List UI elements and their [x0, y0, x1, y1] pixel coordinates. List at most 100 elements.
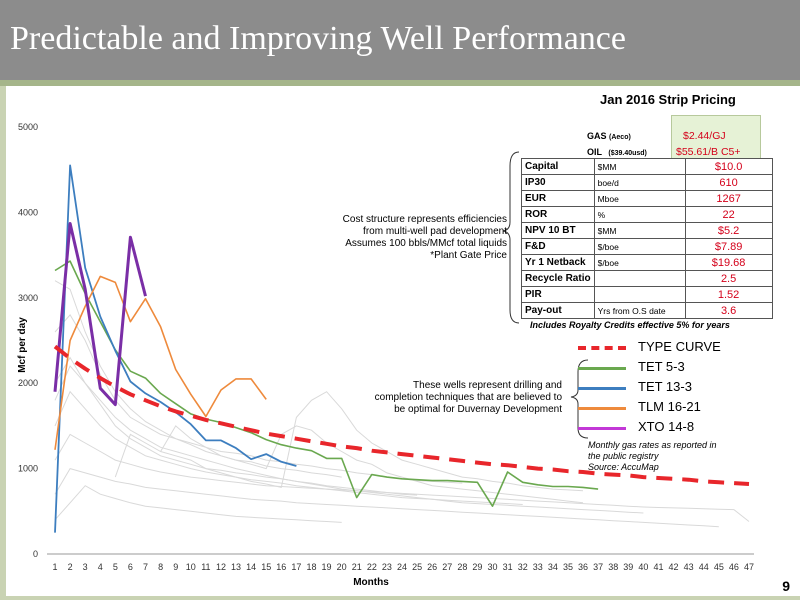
oil-price-label: OIL ($39.40usd) [587, 147, 647, 157]
tet-5-3-line [54, 260, 599, 507]
wells-note-line: These wells represent drilling and [413, 380, 562, 391]
legend-swatch [578, 346, 626, 350]
background-well-line [54, 365, 418, 496]
x-tick-label: 17 [291, 562, 301, 572]
x-tick-label: 6 [128, 562, 133, 572]
economics-row: Recycle Ratio 2.5 [521, 270, 773, 287]
economics-metric: F&D [521, 238, 595, 255]
royalty-note: Includes Royalty Credits effective 5% fo… [530, 320, 730, 330]
economics-row: Pay-out Yrs from O.S date 3.6 [521, 302, 773, 319]
background-well-line [54, 390, 523, 505]
economics-row: PIR 1.52 [521, 286, 773, 303]
page-number: 9 [782, 578, 790, 594]
cost-structure-note: Cost structure represents efficiencies f… [343, 214, 507, 262]
economics-unit: $MM [593, 158, 686, 175]
cost-note-line: Assumes 100 bbls/MMcf total liquids [345, 238, 507, 249]
economics-value: $7.89 [684, 238, 773, 255]
legend-swatch [578, 367, 626, 370]
economics-unit: % [593, 206, 686, 223]
x-tick-label: 11 [201, 562, 210, 572]
economics-row: Yr 1 Netback $/boe $19.68 [521, 254, 773, 271]
chart-series [53, 164, 750, 533]
y-tick-label: 5000 [18, 122, 38, 132]
x-axis-label: Months [353, 577, 389, 588]
x-tick-label: 21 [352, 562, 362, 572]
economics-value: 1.52 [684, 286, 773, 303]
economics-value: 2.5 [684, 270, 773, 287]
background-well-line [54, 433, 750, 522]
x-tick-label: 27 [442, 562, 452, 572]
legend-label: XTO 14-8 [638, 419, 695, 434]
y-tick-label: 0 [33, 549, 38, 559]
y-tick-label: 3000 [18, 293, 38, 303]
y-tick-label: 2000 [18, 378, 38, 388]
registry-note-line: Source: AccuMap [588, 462, 659, 472]
x-tick-label: 18 [306, 562, 316, 572]
x-tick-label: 7 [143, 562, 148, 572]
y-tick-label: 1000 [18, 464, 38, 474]
economics-unit: Yrs from O.S date [593, 302, 686, 319]
background-well-line [160, 425, 584, 504]
economics-value: $5.2 [684, 222, 773, 239]
gas-label: GAS [587, 131, 607, 141]
x-tick-label: 14 [246, 562, 256, 572]
economics-unit: $/boe [593, 238, 686, 255]
x-tick-label: 20 [337, 562, 347, 572]
economics-value: 1267 [684, 190, 773, 207]
economics-table: Capital $MM $10.0 IP30 boe/d 610 EUR Mboe 1267 RO… [521, 158, 773, 319]
x-tick-label: 22 [367, 562, 377, 572]
economics-metric: Yr 1 Netback [521, 254, 595, 271]
economics-metric: Pay-out [521, 302, 595, 319]
left-decor-band [0, 86, 6, 600]
oil-price-value: $55.61/B C5+ [676, 146, 741, 158]
legend-label: TYPE CURVE [638, 339, 721, 354]
x-tick-label: 15 [261, 562, 271, 572]
x-tick-label: 25 [412, 562, 422, 572]
x-tick-label: 36 [578, 562, 588, 572]
oil-sub: ($39.40usd) [608, 150, 647, 157]
title-bar: Predictable and Improving Well Performan… [0, 0, 800, 86]
tlm-16-21-line [54, 275, 267, 450]
xto-14-8-line [53, 222, 147, 407]
type-curve-line [53, 344, 750, 486]
x-tick-label: 8 [158, 562, 163, 572]
x-tick-label: 39 [623, 562, 633, 572]
wells-note: These wells represent drilling and compl… [375, 380, 562, 416]
x-tick-label: 43 [684, 562, 694, 572]
economics-value: 3.6 [684, 302, 773, 319]
x-tick-label: 1 [52, 562, 57, 572]
background-well-line [54, 356, 644, 514]
x-tick-label: 13 [231, 562, 241, 572]
registry-note-line: the public registry [588, 451, 659, 461]
background-well-line [54, 485, 342, 523]
legend-label: TET 5-3 [638, 359, 685, 374]
x-tick-label: 31 [503, 562, 513, 572]
economics-row: F&D $/boe $7.89 [521, 238, 773, 255]
x-tick-label: 16 [276, 562, 286, 572]
economics-metric: NPV 10 BT [521, 222, 595, 239]
x-tick-label: 42 [669, 562, 679, 572]
x-tick-label: 29 [472, 562, 482, 572]
pricing-title: Jan 2016 Strip Pricing [600, 92, 736, 107]
legend-swatch [578, 387, 626, 390]
economics-metric: Recycle Ratio [521, 270, 595, 287]
x-tick-label: 12 [216, 562, 226, 572]
x-tick-label: 26 [427, 562, 437, 572]
x-tick-label: 5 [113, 562, 118, 572]
legend-label: TET 13-3 [638, 379, 692, 394]
economics-value: $10.0 [684, 158, 773, 175]
economics-metric: IP30 [521, 174, 595, 191]
economics-unit: $/boe [593, 254, 686, 271]
x-tick-label: 37 [593, 562, 603, 572]
economics-unit: Mboe [593, 190, 686, 207]
x-tick-label: 40 [638, 562, 648, 572]
x-tick-label: 19 [322, 562, 332, 572]
economics-row: Capital $MM $10.0 [521, 158, 773, 175]
x-tick-label: 45 [714, 562, 724, 572]
slide-title: Predictable and Improving Well Performan… [10, 20, 626, 57]
registry-note-line: Monthly gas rates as reported in [588, 440, 717, 450]
x-tick-label: 35 [563, 562, 573, 572]
gas-price-label: GAS (Aeco) [587, 131, 631, 141]
